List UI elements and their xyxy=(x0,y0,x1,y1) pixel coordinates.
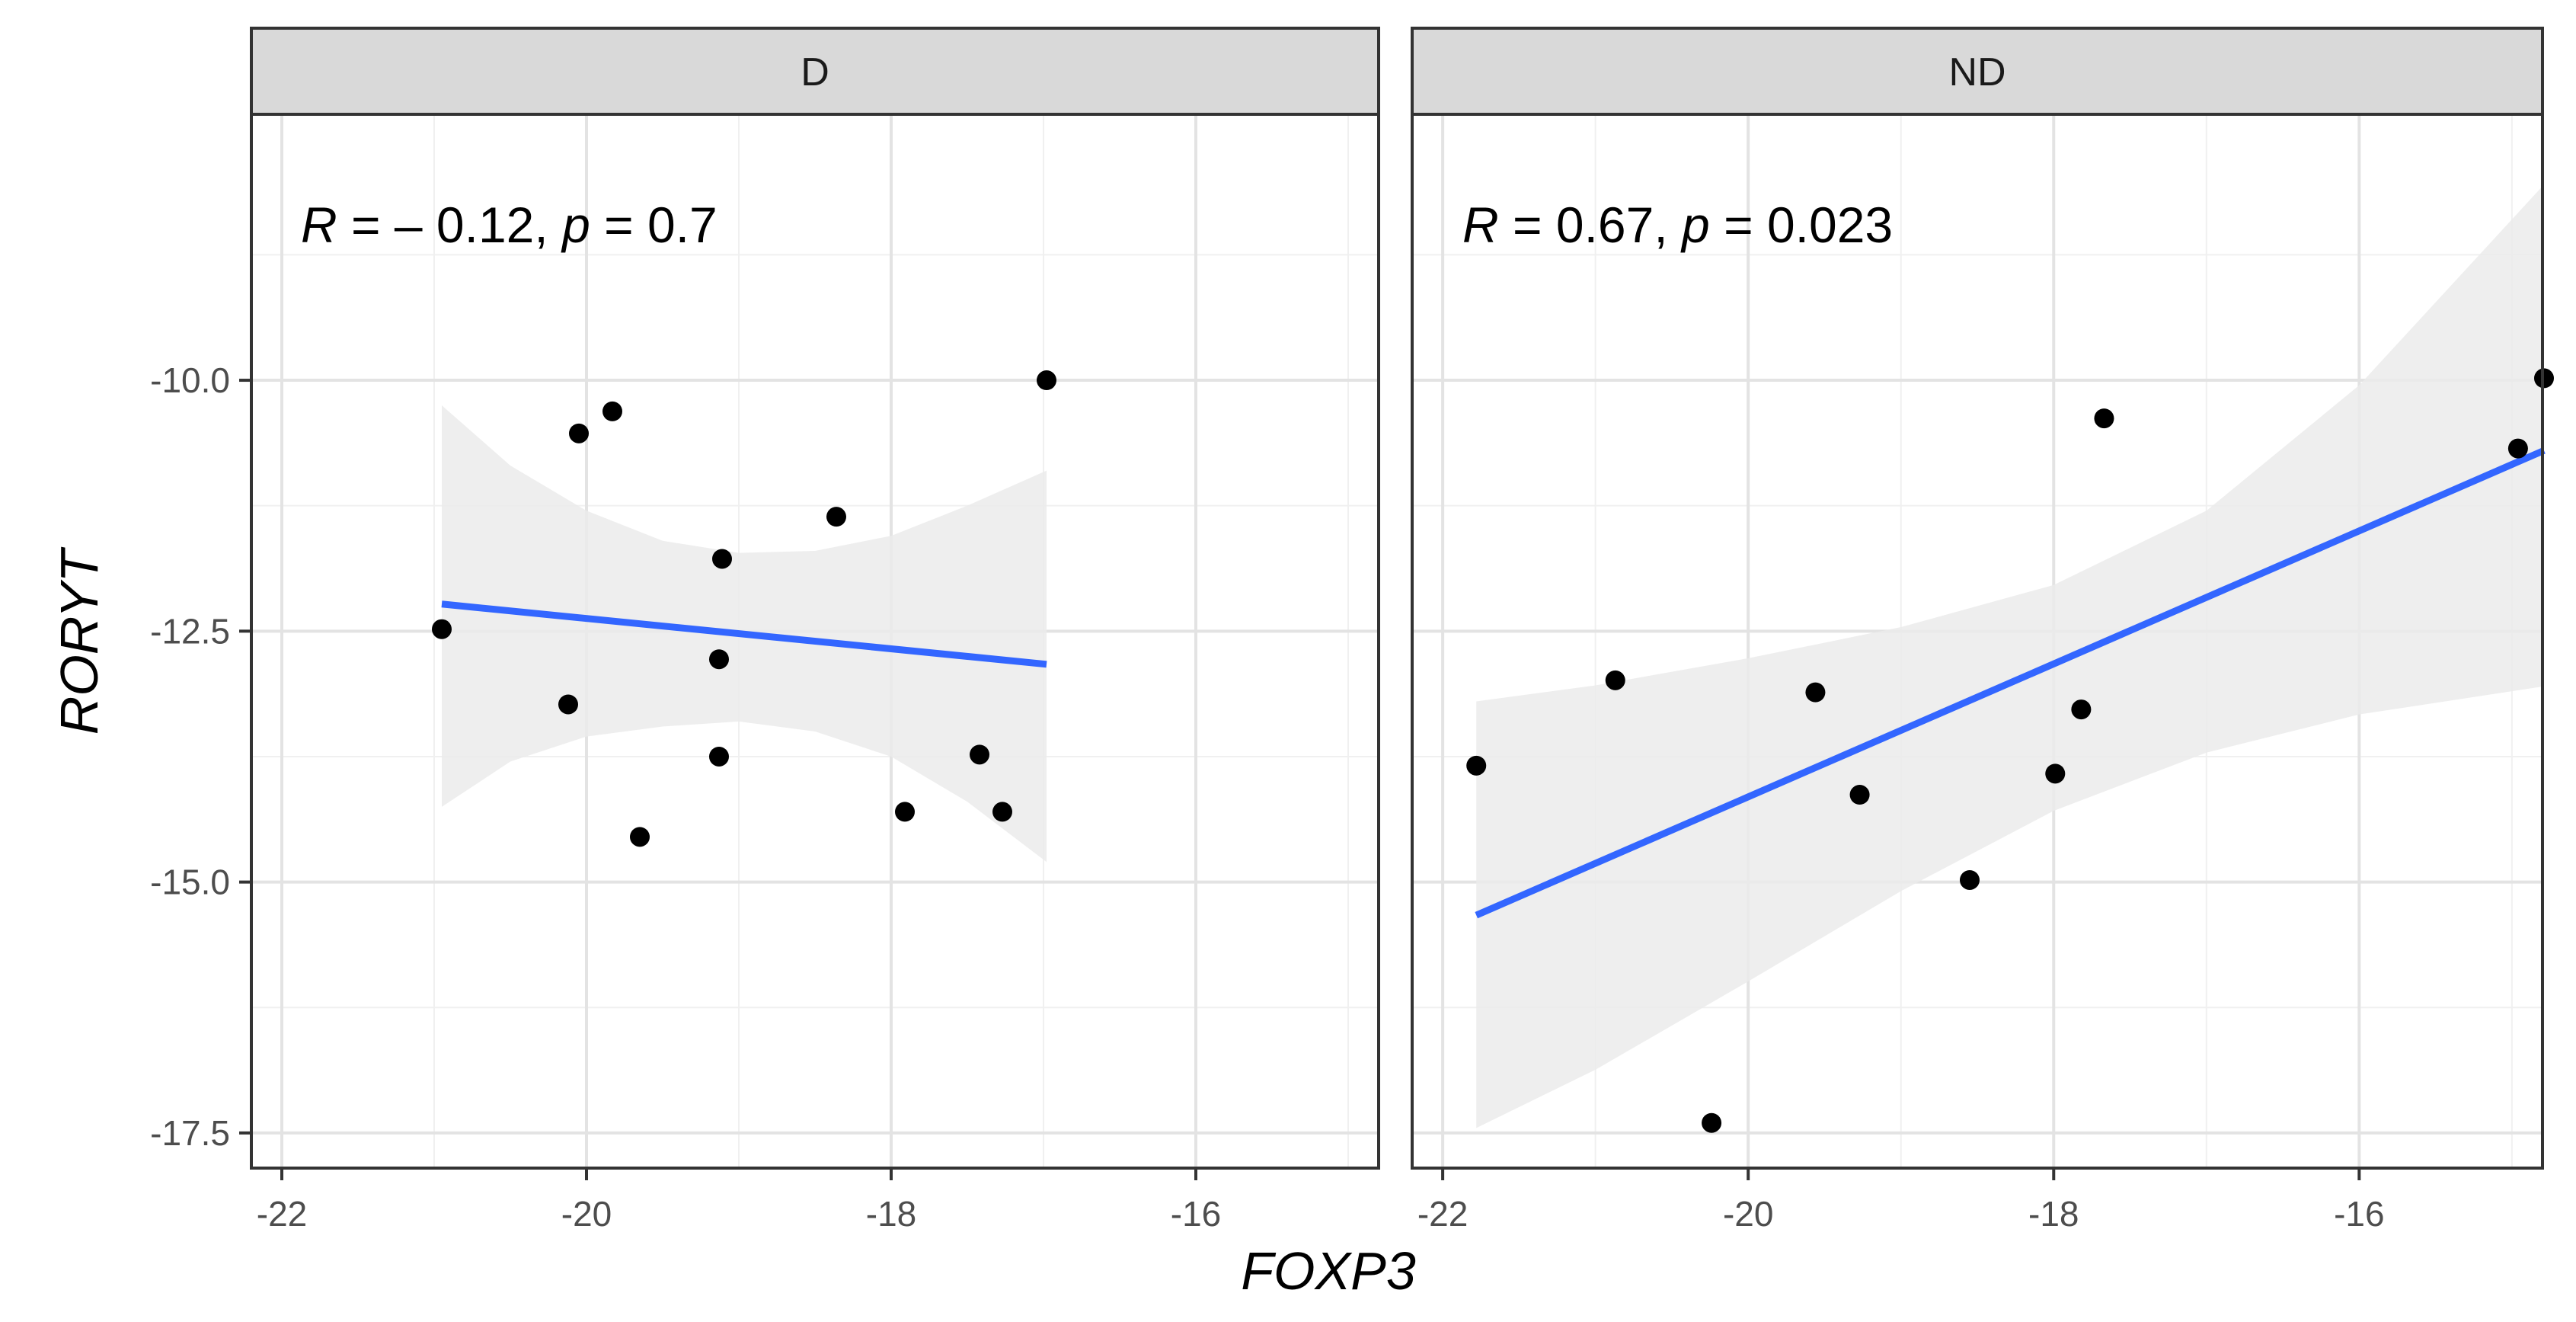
panel-d-point-2 xyxy=(569,423,589,443)
panel-d-annotation: R = – 0.12, p = 0.7 xyxy=(301,197,718,253)
panel-nd-r-value: = 0.67, xyxy=(1499,197,1682,253)
panel-d-x-tick-label: -22 xyxy=(257,1194,307,1234)
y-tick-label: -15.0 xyxy=(150,863,230,902)
panel-d-x-axis: -22 -20 -18 -16 xyxy=(257,1168,1221,1234)
panel-nd-point-4 xyxy=(1805,682,1826,703)
panel-d-r-symbol: R xyxy=(301,197,337,253)
panel-nd-confidence-band xyxy=(1476,184,2545,1128)
panel-nd-point-6 xyxy=(1959,869,1980,890)
panel-d-point-6 xyxy=(712,549,732,569)
panel-d-p-value: = 0.7 xyxy=(590,197,718,253)
panel-d-point-5 xyxy=(630,827,650,847)
panel-d-point-7 xyxy=(709,649,729,670)
panel-d-point-13 xyxy=(1037,370,1056,391)
panel-d-point-3 xyxy=(602,401,622,421)
panel-nd-points xyxy=(1466,368,2555,1133)
panel-nd-point-11 xyxy=(2534,368,2555,389)
panel-d-point-10 xyxy=(895,802,915,822)
panel-d-x-tick-label: -20 xyxy=(561,1194,612,1234)
panel-nd-point-2 xyxy=(1605,670,1625,690)
y-tick-label: -10.0 xyxy=(150,360,230,400)
panel-nd-point-10 xyxy=(2507,438,2528,459)
panel-d-point-1 xyxy=(432,619,452,639)
panel-nd-r-symbol: R xyxy=(1462,197,1499,253)
panel-d-regression-line xyxy=(441,600,1047,668)
y-tick-label: -12.5 xyxy=(150,611,230,651)
panel-nd-x-tick-label: -18 xyxy=(2028,1194,2079,1234)
panel-d-p-symbol: p xyxy=(561,197,590,253)
panel-nd-point-3 xyxy=(1702,1112,1722,1133)
panel-nd: R = 0.67, p = 0.023 ND -22 -20 -18 -16 xyxy=(1411,27,2555,1234)
panel-nd-point-5 xyxy=(1849,785,1870,805)
panel-nd-point-1 xyxy=(1466,755,1487,776)
panel-d-point-4 xyxy=(558,694,578,715)
panel-d-x-tick-label: -16 xyxy=(1171,1194,1221,1234)
x-axis-title: FOXP3 xyxy=(1241,1241,1416,1301)
panel-nd-x-tick-label: -20 xyxy=(1723,1194,1773,1234)
panel-nd-p-value: = 0.023 xyxy=(1710,197,1893,253)
panel-d-points xyxy=(432,370,1056,847)
panel-d-r-value: = – 0.12, xyxy=(337,197,562,253)
panel-d-point-9 xyxy=(826,507,846,527)
panel-d: R = – 0.12, p = 0.7 D -22 -20 -18 -16 xyxy=(250,27,1380,1234)
panel-d-point-12 xyxy=(992,802,1012,822)
panel-nd-point-8 xyxy=(2071,699,2092,720)
panel-nd-x-tick-label: -16 xyxy=(2334,1194,2384,1234)
panel-nd-p-symbol: p xyxy=(1680,197,1710,253)
panel-nd-point-7 xyxy=(2045,763,2066,784)
panel-nd-regression-line xyxy=(1475,447,2546,919)
panel-d-strip-label: D xyxy=(801,50,829,94)
panel-d-point-8 xyxy=(709,746,729,767)
panel-nd-strip xyxy=(1411,27,2544,116)
panel-nd-annotation: R = 0.67, p = 0.023 xyxy=(1462,197,1893,253)
panel-nd-x-tick-label: -22 xyxy=(1417,1194,1468,1234)
panel-d-point-11 xyxy=(970,744,989,765)
y-tick-label: -17.5 xyxy=(150,1113,230,1153)
panel-nd-point-9 xyxy=(2094,408,2114,429)
panel-nd-strip-label: ND xyxy=(1948,50,2006,94)
y-axis-title: RORYT xyxy=(50,547,109,735)
y-axis: -17.5 -15.0 -12.5 -10.0 xyxy=(150,360,251,1153)
panel-d-strip xyxy=(250,27,1380,116)
panel-nd-x-axis: -22 -20 -18 -16 xyxy=(1417,1168,2385,1234)
panel-d-x-tick-label: -18 xyxy=(866,1194,916,1234)
